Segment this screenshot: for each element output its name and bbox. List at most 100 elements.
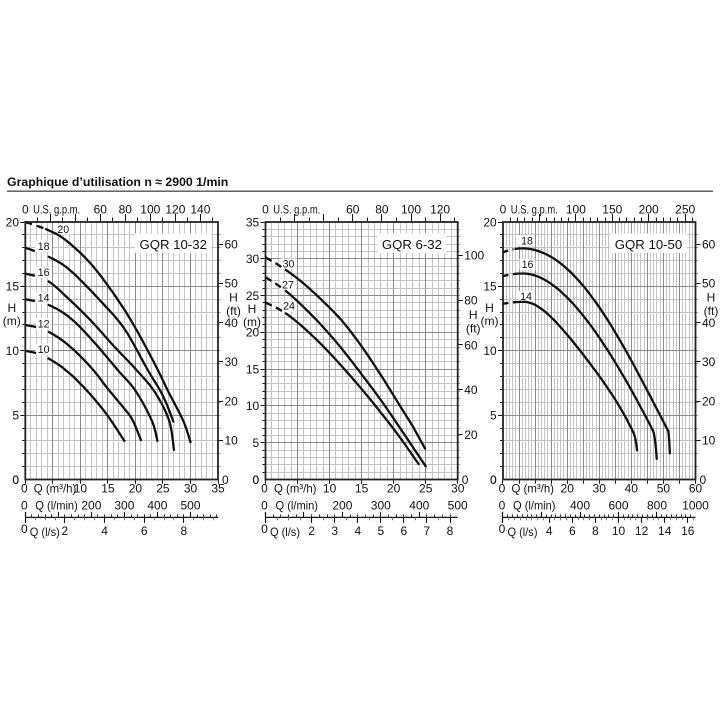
svg-text:300: 300 — [114, 499, 134, 513]
svg-text:10: 10 — [38, 344, 50, 356]
svg-text:25: 25 — [156, 482, 170, 496]
svg-text:16: 16 — [38, 267, 50, 279]
svg-text:0: 0 — [21, 482, 28, 496]
svg-text:6: 6 — [401, 524, 408, 538]
svg-text:40: 40 — [464, 383, 478, 397]
svg-text:400: 400 — [409, 499, 429, 513]
svg-text:18: 18 — [38, 241, 50, 253]
svg-text:20: 20 — [246, 326, 260, 340]
svg-text:30: 30 — [451, 482, 465, 496]
svg-text:U.S. g.p.m.: U.S. g.p.m. — [511, 202, 558, 216]
svg-text:6: 6 — [141, 524, 148, 538]
svg-text:0: 0 — [21, 522, 28, 536]
svg-text:20: 20 — [129, 482, 143, 496]
svg-text:Q (m³/h): Q (m³/h) — [512, 482, 555, 496]
svg-text:4: 4 — [101, 524, 108, 538]
svg-text:20: 20 — [57, 224, 69, 236]
svg-text:Q (l/s): Q (l/s) — [30, 525, 60, 539]
svg-text:20: 20 — [387, 482, 401, 496]
svg-text:10: 10 — [225, 434, 239, 448]
svg-text:10: 10 — [702, 434, 716, 448]
svg-text:20: 20 — [6, 215, 20, 229]
svg-text:0: 0 — [490, 473, 497, 487]
svg-text:30: 30 — [702, 355, 716, 369]
svg-text:14: 14 — [520, 291, 532, 303]
svg-text:0: 0 — [499, 482, 506, 496]
svg-text:50: 50 — [702, 277, 716, 291]
svg-text:60: 60 — [94, 202, 108, 216]
svg-text:Q (l/s): Q (l/s) — [270, 525, 300, 539]
svg-text:H: H — [469, 308, 478, 322]
svg-text:120: 120 — [430, 202, 450, 216]
svg-text:200: 200 — [81, 499, 101, 513]
svg-text:GQR 10-50: GQR 10-50 — [615, 237, 682, 252]
svg-text:200: 200 — [332, 499, 352, 513]
svg-text:60: 60 — [702, 237, 716, 251]
svg-text:100: 100 — [566, 202, 586, 216]
svg-text:100: 100 — [401, 202, 421, 216]
svg-text:14: 14 — [658, 524, 672, 538]
svg-text:0: 0 — [253, 473, 260, 487]
svg-text:0: 0 — [262, 202, 269, 216]
svg-text:Graphique d’utilisation n ≈ 29: Graphique d’utilisation n ≈ 2900 1/min — [7, 175, 228, 189]
svg-text:400: 400 — [147, 499, 167, 513]
svg-text:8: 8 — [592, 524, 599, 538]
svg-text:500: 500 — [180, 499, 200, 513]
svg-text:500: 500 — [448, 499, 468, 513]
svg-text:0: 0 — [253, 473, 260, 487]
svg-text:25: 25 — [246, 289, 260, 303]
svg-text:40: 40 — [625, 482, 639, 496]
svg-text:4: 4 — [354, 524, 361, 538]
svg-text:60: 60 — [225, 237, 239, 251]
svg-text:300: 300 — [371, 499, 391, 513]
svg-text:50: 50 — [657, 482, 671, 496]
svg-text:12: 12 — [635, 524, 649, 538]
svg-text:0: 0 — [499, 499, 506, 513]
svg-text:16: 16 — [522, 259, 534, 271]
svg-text:60: 60 — [689, 482, 703, 496]
svg-text:50: 50 — [225, 277, 239, 291]
svg-text:120: 120 — [165, 202, 185, 216]
svg-text:2: 2 — [308, 524, 315, 538]
svg-text:U.S. g.p.m.: U.S. g.p.m. — [33, 202, 80, 216]
svg-text:10: 10 — [74, 482, 88, 496]
svg-text:25: 25 — [419, 482, 433, 496]
svg-text:0: 0 — [12, 473, 19, 487]
svg-text:Q (l/min): Q (l/min) — [35, 499, 78, 513]
svg-text:H: H — [7, 301, 16, 315]
svg-text:10: 10 — [6, 344, 20, 358]
svg-text:10: 10 — [246, 399, 260, 413]
svg-text:7: 7 — [424, 524, 431, 538]
svg-text:H: H — [485, 301, 494, 315]
svg-text:(ft): (ft) — [704, 304, 719, 318]
svg-text:(m): (m) — [243, 315, 261, 329]
svg-text:30: 30 — [246, 252, 260, 266]
svg-text:5: 5 — [253, 436, 260, 450]
svg-text:0: 0 — [490, 473, 497, 487]
svg-text:100: 100 — [140, 202, 160, 216]
svg-text:20: 20 — [483, 215, 497, 229]
svg-text:80: 80 — [464, 293, 478, 307]
svg-text:0: 0 — [700, 473, 707, 487]
svg-text:5: 5 — [490, 408, 497, 422]
svg-text:10: 10 — [483, 344, 497, 358]
svg-text:600: 600 — [608, 499, 628, 513]
svg-text:15: 15 — [483, 280, 497, 294]
svg-text:10: 10 — [612, 524, 626, 538]
svg-text:Q (m³/h): Q (m³/h) — [274, 482, 317, 496]
svg-text:U.S. g.p.m.: U.S. g.p.m. — [273, 202, 320, 216]
svg-text:200: 200 — [639, 202, 659, 216]
svg-text:16: 16 — [681, 524, 695, 538]
svg-text:0: 0 — [222, 473, 229, 487]
svg-text:30: 30 — [184, 482, 198, 496]
svg-text:60: 60 — [346, 202, 360, 216]
svg-text:40: 40 — [702, 316, 716, 330]
svg-text:27: 27 — [282, 280, 294, 292]
svg-text:(m): (m) — [481, 314, 499, 328]
svg-text:GQR 6-32: GQR 6-32 — [382, 237, 442, 252]
svg-text:15: 15 — [101, 482, 115, 496]
svg-text:800: 800 — [647, 499, 667, 513]
svg-text:150: 150 — [602, 202, 622, 216]
svg-text:GQR 10-32: GQR 10-32 — [139, 237, 206, 252]
svg-text:H: H — [229, 290, 238, 304]
